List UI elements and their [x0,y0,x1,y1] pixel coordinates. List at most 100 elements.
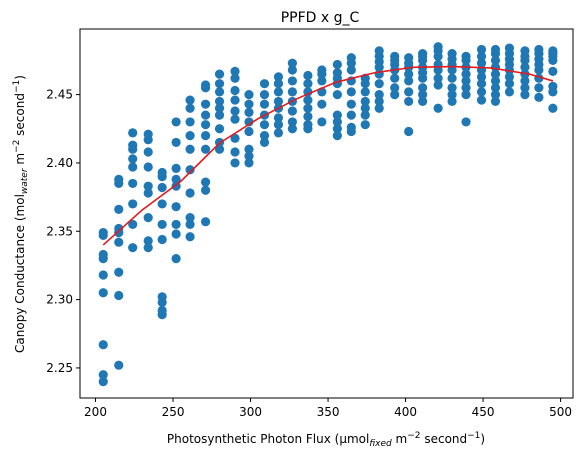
data-point [433,103,443,113]
data-point [418,49,428,59]
x-tick-label: 450 [472,405,495,419]
fit-line [102,65,554,246]
data-point [374,79,384,89]
data-point [374,90,384,100]
data-point [520,76,530,86]
data-point [157,292,167,302]
data-point [390,83,400,93]
data-point [303,95,313,105]
data-point [447,83,457,93]
data-point [98,377,108,387]
data-point [390,51,400,61]
data-point [418,96,428,107]
data-point [346,110,356,120]
data-point [214,110,225,120]
data-point [157,167,167,178]
data-point [157,305,167,316]
data-point [244,126,254,137]
data-point [244,107,254,117]
data-point [360,103,370,113]
data-point [128,219,138,230]
data-point [461,76,471,86]
data-point [287,58,297,68]
data-point [476,72,487,82]
data-point [332,68,342,78]
data-point [244,144,254,154]
data-point [273,87,284,97]
data-point [143,213,153,223]
data-point [200,80,211,90]
data-point [490,55,501,66]
x-axis: 200 250 300 350 400 450 500 [84,398,572,419]
data-point [461,69,471,79]
data-point [534,92,544,102]
data-point [447,90,457,100]
data-point [404,87,414,97]
data-point [332,117,342,127]
data-point [404,53,414,63]
data-point [114,204,124,214]
data-point [259,79,270,89]
data-point [360,120,370,130]
data-point [200,131,211,141]
data-point [230,66,240,76]
data-point [200,144,211,154]
data-point [230,73,240,83]
data-point [476,58,487,68]
data-point [214,87,225,97]
data-point [303,103,313,113]
data-point [520,83,530,93]
data-point [157,234,167,245]
data-point [390,73,400,83]
data-point [259,99,270,109]
data-point [98,288,108,298]
data-point [461,117,471,127]
data-point [244,151,254,161]
data-point [143,181,153,191]
data-point [360,87,370,97]
data-point [490,69,501,79]
data-point [185,131,195,141]
data-point [548,46,558,56]
data-point [490,90,501,100]
data-point [230,106,240,116]
data-point [185,188,195,198]
data-point [230,85,240,96]
y-tick-label: 2.30 [46,293,73,307]
data-point [98,340,108,350]
data-point [230,147,240,157]
data-point [273,79,284,89]
data-point [157,182,167,193]
data-point [476,44,487,55]
data-point [273,72,284,82]
data-point [171,254,181,264]
data-point [404,76,414,86]
data-point [287,65,297,75]
data-point [303,87,313,97]
data-point [433,73,443,83]
data-point [548,66,558,76]
data-point [476,95,487,105]
data-point [360,96,370,107]
data-point [461,83,471,93]
data-point [185,95,195,105]
data-point [317,99,327,109]
data-point [447,73,457,83]
data-point [303,120,313,130]
data-point [433,42,443,52]
data-point [346,87,356,97]
plot-frame [79,28,574,399]
plot-area [79,28,574,399]
data-point [273,113,284,123]
data-point [317,117,327,127]
y-axis-title: Canopy Conductance (molwater m−2 second−… [12,75,30,353]
data-point [214,96,225,107]
data-point [171,117,181,127]
data-point [504,43,515,53]
data-point [244,99,254,109]
data-point [185,144,195,154]
data-point [490,83,501,93]
data-point [447,96,457,107]
data-point [114,267,124,277]
data-point [259,137,270,148]
